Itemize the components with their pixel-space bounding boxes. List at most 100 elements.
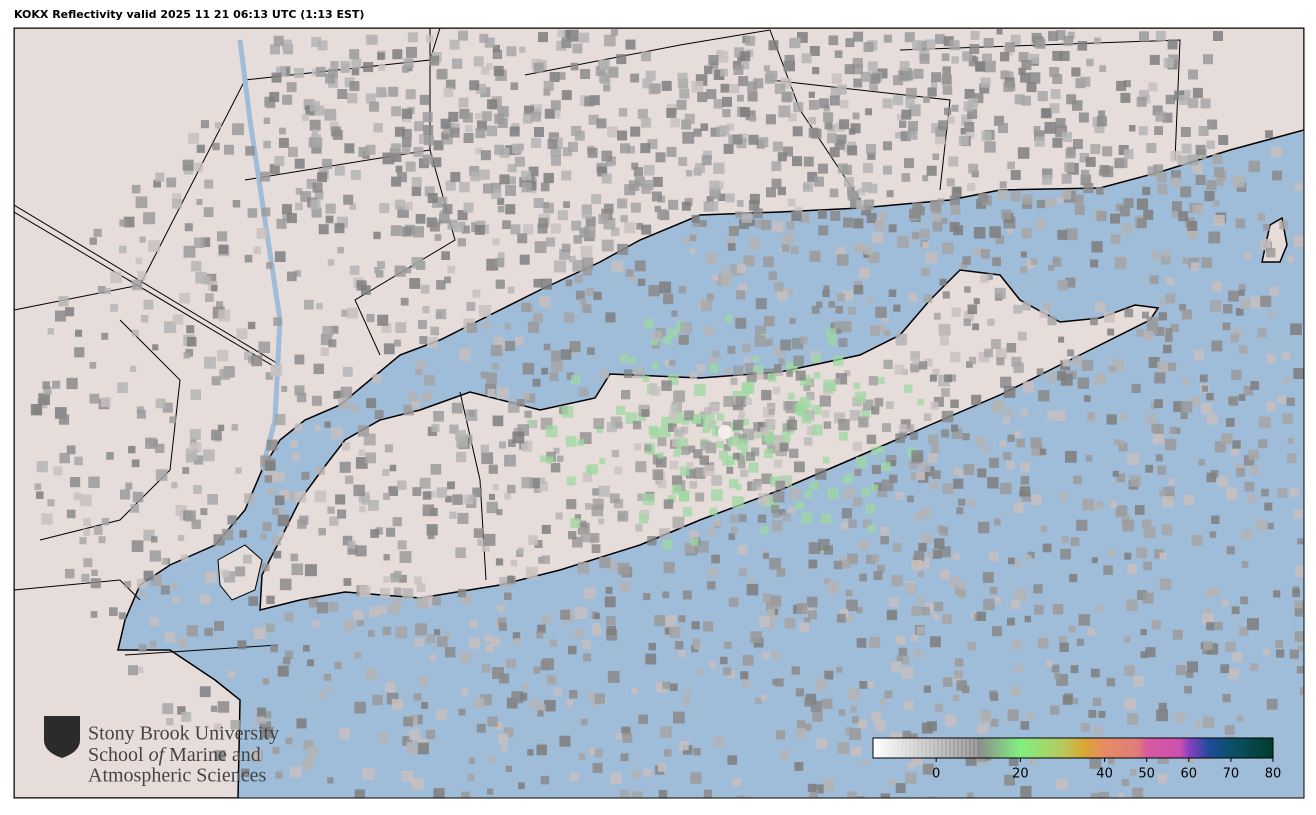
radar-echo [1086, 59, 1093, 66]
radar-echo [920, 229, 930, 239]
radar-echo [983, 599, 995, 611]
radar-echo [1102, 146, 1112, 156]
radar-echo [1122, 520, 1134, 532]
radar-echo [683, 238, 689, 244]
radar-echo [130, 366, 136, 372]
radar-echo [379, 606, 387, 614]
radar-echo [854, 285, 864, 295]
radar-echo [1237, 715, 1243, 721]
radar-echo [245, 255, 253, 263]
radar-echo [942, 66, 951, 75]
radar-echo [428, 193, 438, 203]
radar-echo [343, 367, 353, 377]
radar-echo [523, 363, 535, 375]
radar-echo [956, 507, 963, 514]
radar-echo [408, 32, 418, 42]
radar-echo [244, 493, 254, 503]
radar-echo [1181, 127, 1191, 137]
radar-echo [363, 768, 375, 780]
radar-echo [1178, 155, 1188, 165]
radar-echo [485, 38, 495, 48]
radar-echo [909, 293, 918, 302]
radar-echo [340, 61, 350, 71]
radar-echo [1282, 352, 1290, 360]
radar-echo [455, 430, 466, 441]
radar-echo [719, 450, 728, 459]
radar-echo [1249, 450, 1260, 461]
radar-echo [778, 105, 790, 117]
radar-echo [748, 578, 754, 584]
radar-echo [328, 259, 335, 266]
radar-echo [727, 346, 735, 354]
radar-echo [1194, 350, 1205, 361]
radar-echo [594, 749, 603, 758]
radar-echo [519, 47, 525, 53]
radar-echo [248, 596, 258, 606]
radar-echo [839, 119, 849, 129]
radar-echo [1091, 669, 1100, 678]
radar-echo [459, 349, 471, 361]
radar-echo [1132, 788, 1143, 799]
radar-echo [930, 375, 937, 382]
radar-echo [307, 747, 318, 758]
radar-echo [1107, 329, 1114, 336]
radar-echo [868, 61, 878, 71]
radar-echo [257, 708, 266, 717]
radar-echo [511, 82, 519, 90]
radar-echo [830, 96, 840, 106]
radar-echo [1006, 461, 1014, 469]
radar-echo [927, 166, 937, 176]
radar-echo [1062, 174, 1072, 184]
radar-echo [90, 238, 97, 245]
radar-echo [1097, 211, 1107, 221]
radar-echo [989, 458, 999, 468]
radar-echo [377, 315, 388, 326]
radar-echo [219, 245, 229, 255]
radar-echo [1290, 650, 1299, 659]
radar-echo [537, 710, 543, 716]
radar-echo [335, 166, 345, 176]
radar-echo [782, 245, 789, 252]
radar-echo [684, 410, 694, 420]
radar-echo [866, 144, 876, 154]
radar-echo [1258, 328, 1267, 337]
radar-echo [83, 529, 90, 536]
radar-echo [548, 139, 558, 149]
radar-echo [1180, 186, 1191, 197]
radar-echo [531, 138, 541, 148]
radar-echo [726, 194, 735, 203]
radar-echo [59, 415, 69, 425]
radar-echo [787, 420, 797, 430]
radar-echo [418, 676, 428, 686]
radar-echo [1171, 177, 1181, 187]
radar-echo [1202, 386, 1208, 392]
radar-echo [651, 386, 661, 396]
radar-echo [595, 693, 605, 703]
radar-site [718, 425, 732, 439]
radar-echo [469, 620, 477, 628]
radar-echo [791, 246, 799, 254]
radar-echo [340, 462, 351, 473]
radar-echo [311, 199, 321, 209]
radar-echo [1084, 395, 1091, 402]
radar-echo [484, 534, 496, 546]
radar-echo [934, 538, 945, 549]
radar-echo [88, 477, 99, 488]
radar-echo [369, 607, 380, 618]
radar-echo [281, 386, 287, 392]
radar-echo [493, 484, 499, 490]
radar-echo [551, 100, 561, 110]
radar-echo [641, 409, 649, 417]
radar-echo [413, 147, 423, 157]
radar-echo [1137, 218, 1147, 228]
radar-echo [893, 305, 900, 312]
radar-echo [505, 185, 516, 196]
radar-echo [90, 394, 100, 404]
radar-echo [1066, 149, 1076, 159]
radar-echo [829, 36, 839, 46]
radar-echo [521, 171, 531, 181]
radar-echo [852, 716, 859, 723]
radar-echo [984, 349, 993, 358]
radar-echo [348, 541, 356, 549]
radar-echo [331, 127, 341, 137]
